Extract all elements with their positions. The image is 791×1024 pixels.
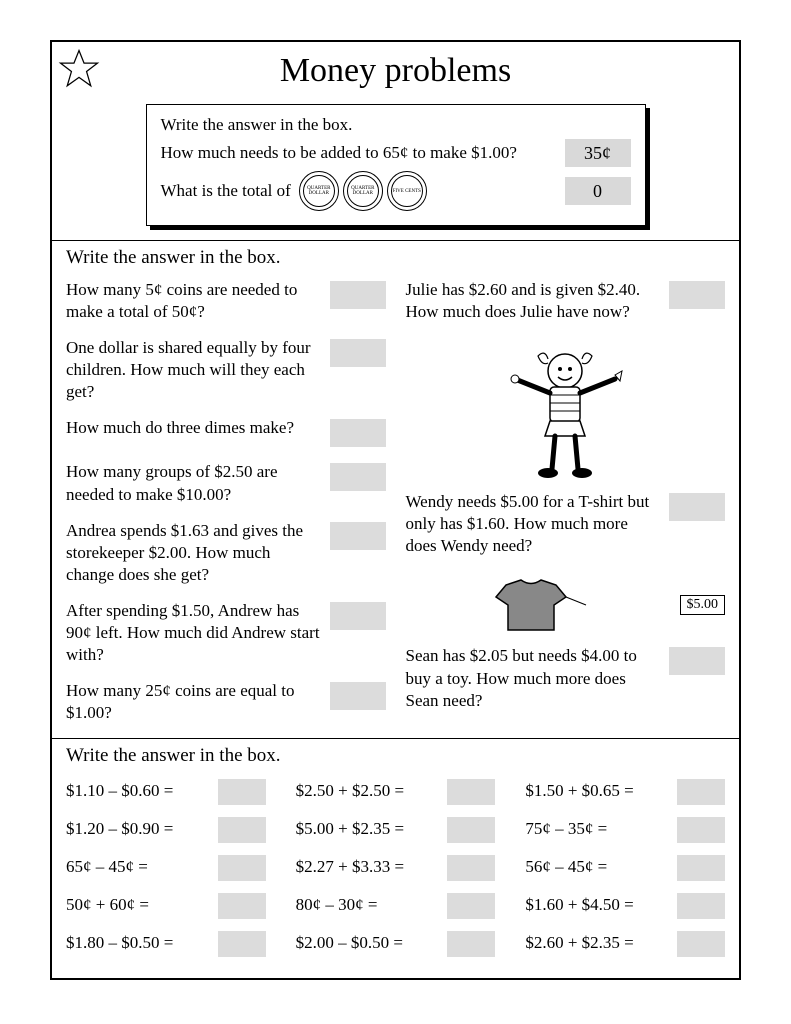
answer-blank[interactable]	[447, 817, 495, 843]
arithmetic-item: $1.50 + $0.65 =	[525, 777, 725, 805]
arithmetic-item: 50¢ + 60¢ =	[66, 891, 266, 919]
arithmetic-expression: $5.00 + $2.35 =	[296, 819, 410, 839]
answer-blank[interactable]	[330, 339, 386, 367]
example-instruction: Write the answer in the box.	[161, 115, 631, 135]
arithmetic-expression: 65¢ – 45¢ =	[66, 857, 154, 877]
arithmetic-expression: $2.60 + $2.35 =	[525, 933, 639, 953]
arithmetic-item: $2.50 + $2.50 =	[296, 777, 496, 805]
arithmetic-item: 65¢ – 45¢ =	[66, 853, 266, 881]
arithmetic-item: 75¢ – 35¢ =	[525, 815, 725, 843]
answer-blank[interactable]	[677, 779, 725, 805]
arithmetic-item: $1.10 – $0.60 =	[66, 777, 266, 805]
problem-text: Andrea spends $1.63 and gives the storek…	[66, 520, 330, 586]
problem-text: How much do three dimes make?	[66, 417, 330, 439]
arithmetic-item: 80¢ – 30¢ =	[296, 891, 496, 919]
arithmetic-expression: $1.60 + $4.50 =	[525, 895, 639, 915]
answer-blank[interactable]	[330, 682, 386, 710]
word-problems: How many 5¢ coins are needed to make a t…	[52, 279, 739, 738]
example-q1: How much needs to be added to 65¢ to mak…	[161, 143, 565, 163]
problem-text: How many 5¢ coins are needed to make a t…	[66, 279, 330, 323]
arithmetic-item: $2.00 – $0.50 =	[296, 929, 496, 957]
arithmetic-expression: $2.50 + $2.50 =	[296, 781, 410, 801]
answer-blank[interactable]	[447, 893, 495, 919]
section-3-head: Write the answer in the box.	[52, 739, 739, 777]
problem-text: One dollar is shared equally by four chi…	[66, 337, 330, 403]
arithmetic-expression: 56¢ – 45¢ =	[525, 857, 613, 877]
arithmetic-item: $5.00 + $2.35 =	[296, 815, 496, 843]
answer-blank[interactable]	[218, 855, 266, 881]
answer-blank[interactable]	[677, 931, 725, 957]
answer-blank[interactable]	[330, 602, 386, 630]
answer-blank[interactable]	[669, 281, 725, 309]
arithmetic-expression: 50¢ + 60¢ =	[66, 895, 155, 915]
arithmetic-expression: $1.20 – $0.90 =	[66, 819, 179, 839]
example-a1: 35¢	[565, 139, 631, 167]
arithmetic-expression: $2.00 – $0.50 =	[296, 933, 409, 953]
arithmetic-expression: $1.50 + $0.65 =	[525, 781, 639, 801]
arithmetic-expression: $1.80 – $0.50 =	[66, 933, 179, 953]
page-title: Money problems	[52, 52, 739, 90]
arithmetic-section: $1.10 – $0.60 = $2.50 + $2.50 = $1.50 + $0…	[52, 777, 739, 965]
arithmetic-item: $2.60 + $2.35 =	[525, 929, 725, 957]
tshirt-illustration-icon: $5.00	[406, 575, 726, 635]
answer-blank[interactable]	[447, 931, 495, 957]
answer-blank[interactable]	[218, 817, 266, 843]
girl-illustration-icon	[406, 341, 726, 481]
answer-blank[interactable]	[677, 893, 725, 919]
answer-blank[interactable]	[330, 419, 386, 447]
answer-blank[interactable]	[669, 647, 725, 675]
worksheet-frame: Money problems Write the answer in the b…	[50, 40, 741, 980]
problem-text: Wendy needs $5.00 for a T-shirt but only…	[406, 491, 670, 557]
coin-icon: QUARTER DOLLAR	[299, 171, 339, 211]
problem-text: How many groups of $2.50 are needed to m…	[66, 461, 330, 505]
answer-blank[interactable]	[447, 855, 495, 881]
problems-right-col: Julie has $2.60 and is given $2.40. How …	[406, 279, 726, 738]
star-icon	[58, 48, 100, 95]
worksheet-page: Money problems Write the answer in the b…	[0, 0, 791, 1024]
answer-blank[interactable]	[677, 855, 725, 881]
example-q2: What is the total of	[161, 181, 291, 201]
answer-blank[interactable]	[218, 931, 266, 957]
answer-blank[interactable]	[218, 893, 266, 919]
answer-blank[interactable]	[330, 463, 386, 491]
arithmetic-expression: 75¢ – 35¢ =	[525, 819, 613, 839]
problems-left-col: How many 5¢ coins are needed to make a t…	[66, 279, 386, 738]
problem-text: Julie has $2.60 and is given $2.40. How …	[406, 279, 670, 323]
arithmetic-item: $1.20 – $0.90 =	[66, 815, 266, 843]
answer-blank[interactable]	[669, 493, 725, 521]
arithmetic-expression: $2.27 + $3.33 =	[296, 857, 410, 877]
example-box: Write the answer in the box. How much ne…	[146, 104, 646, 226]
arithmetic-item: $1.80 – $0.50 =	[66, 929, 266, 957]
answer-blank[interactable]	[218, 779, 266, 805]
arithmetic-item: $2.27 + $3.33 =	[296, 853, 496, 881]
arithmetic-item: $1.60 + $4.50 =	[525, 891, 725, 919]
problem-text: How many 25¢ coins are equal to $1.00?	[66, 680, 330, 724]
price-tag: $5.00	[680, 595, 726, 615]
arithmetic-expression: 80¢ – 30¢ =	[296, 895, 384, 915]
answer-blank[interactable]	[677, 817, 725, 843]
coin-icon: QUARTER DOLLAR	[343, 171, 383, 211]
problem-text: After spending $1.50, Andrew has 90¢ lef…	[66, 600, 330, 666]
problem-text: Sean has $2.05 but needs $4.00 to buy a …	[406, 645, 670, 711]
answer-blank[interactable]	[330, 281, 386, 309]
answer-blank[interactable]	[447, 779, 495, 805]
coin-icon: FIVE CENTS	[387, 171, 427, 211]
answer-blank[interactable]	[330, 522, 386, 550]
arithmetic-item: 56¢ – 45¢ =	[525, 853, 725, 881]
arithmetic-expression: $1.10 – $0.60 =	[66, 781, 179, 801]
example-a2: 0	[565, 177, 631, 205]
section-2-head: Write the answer in the box.	[52, 241, 739, 279]
